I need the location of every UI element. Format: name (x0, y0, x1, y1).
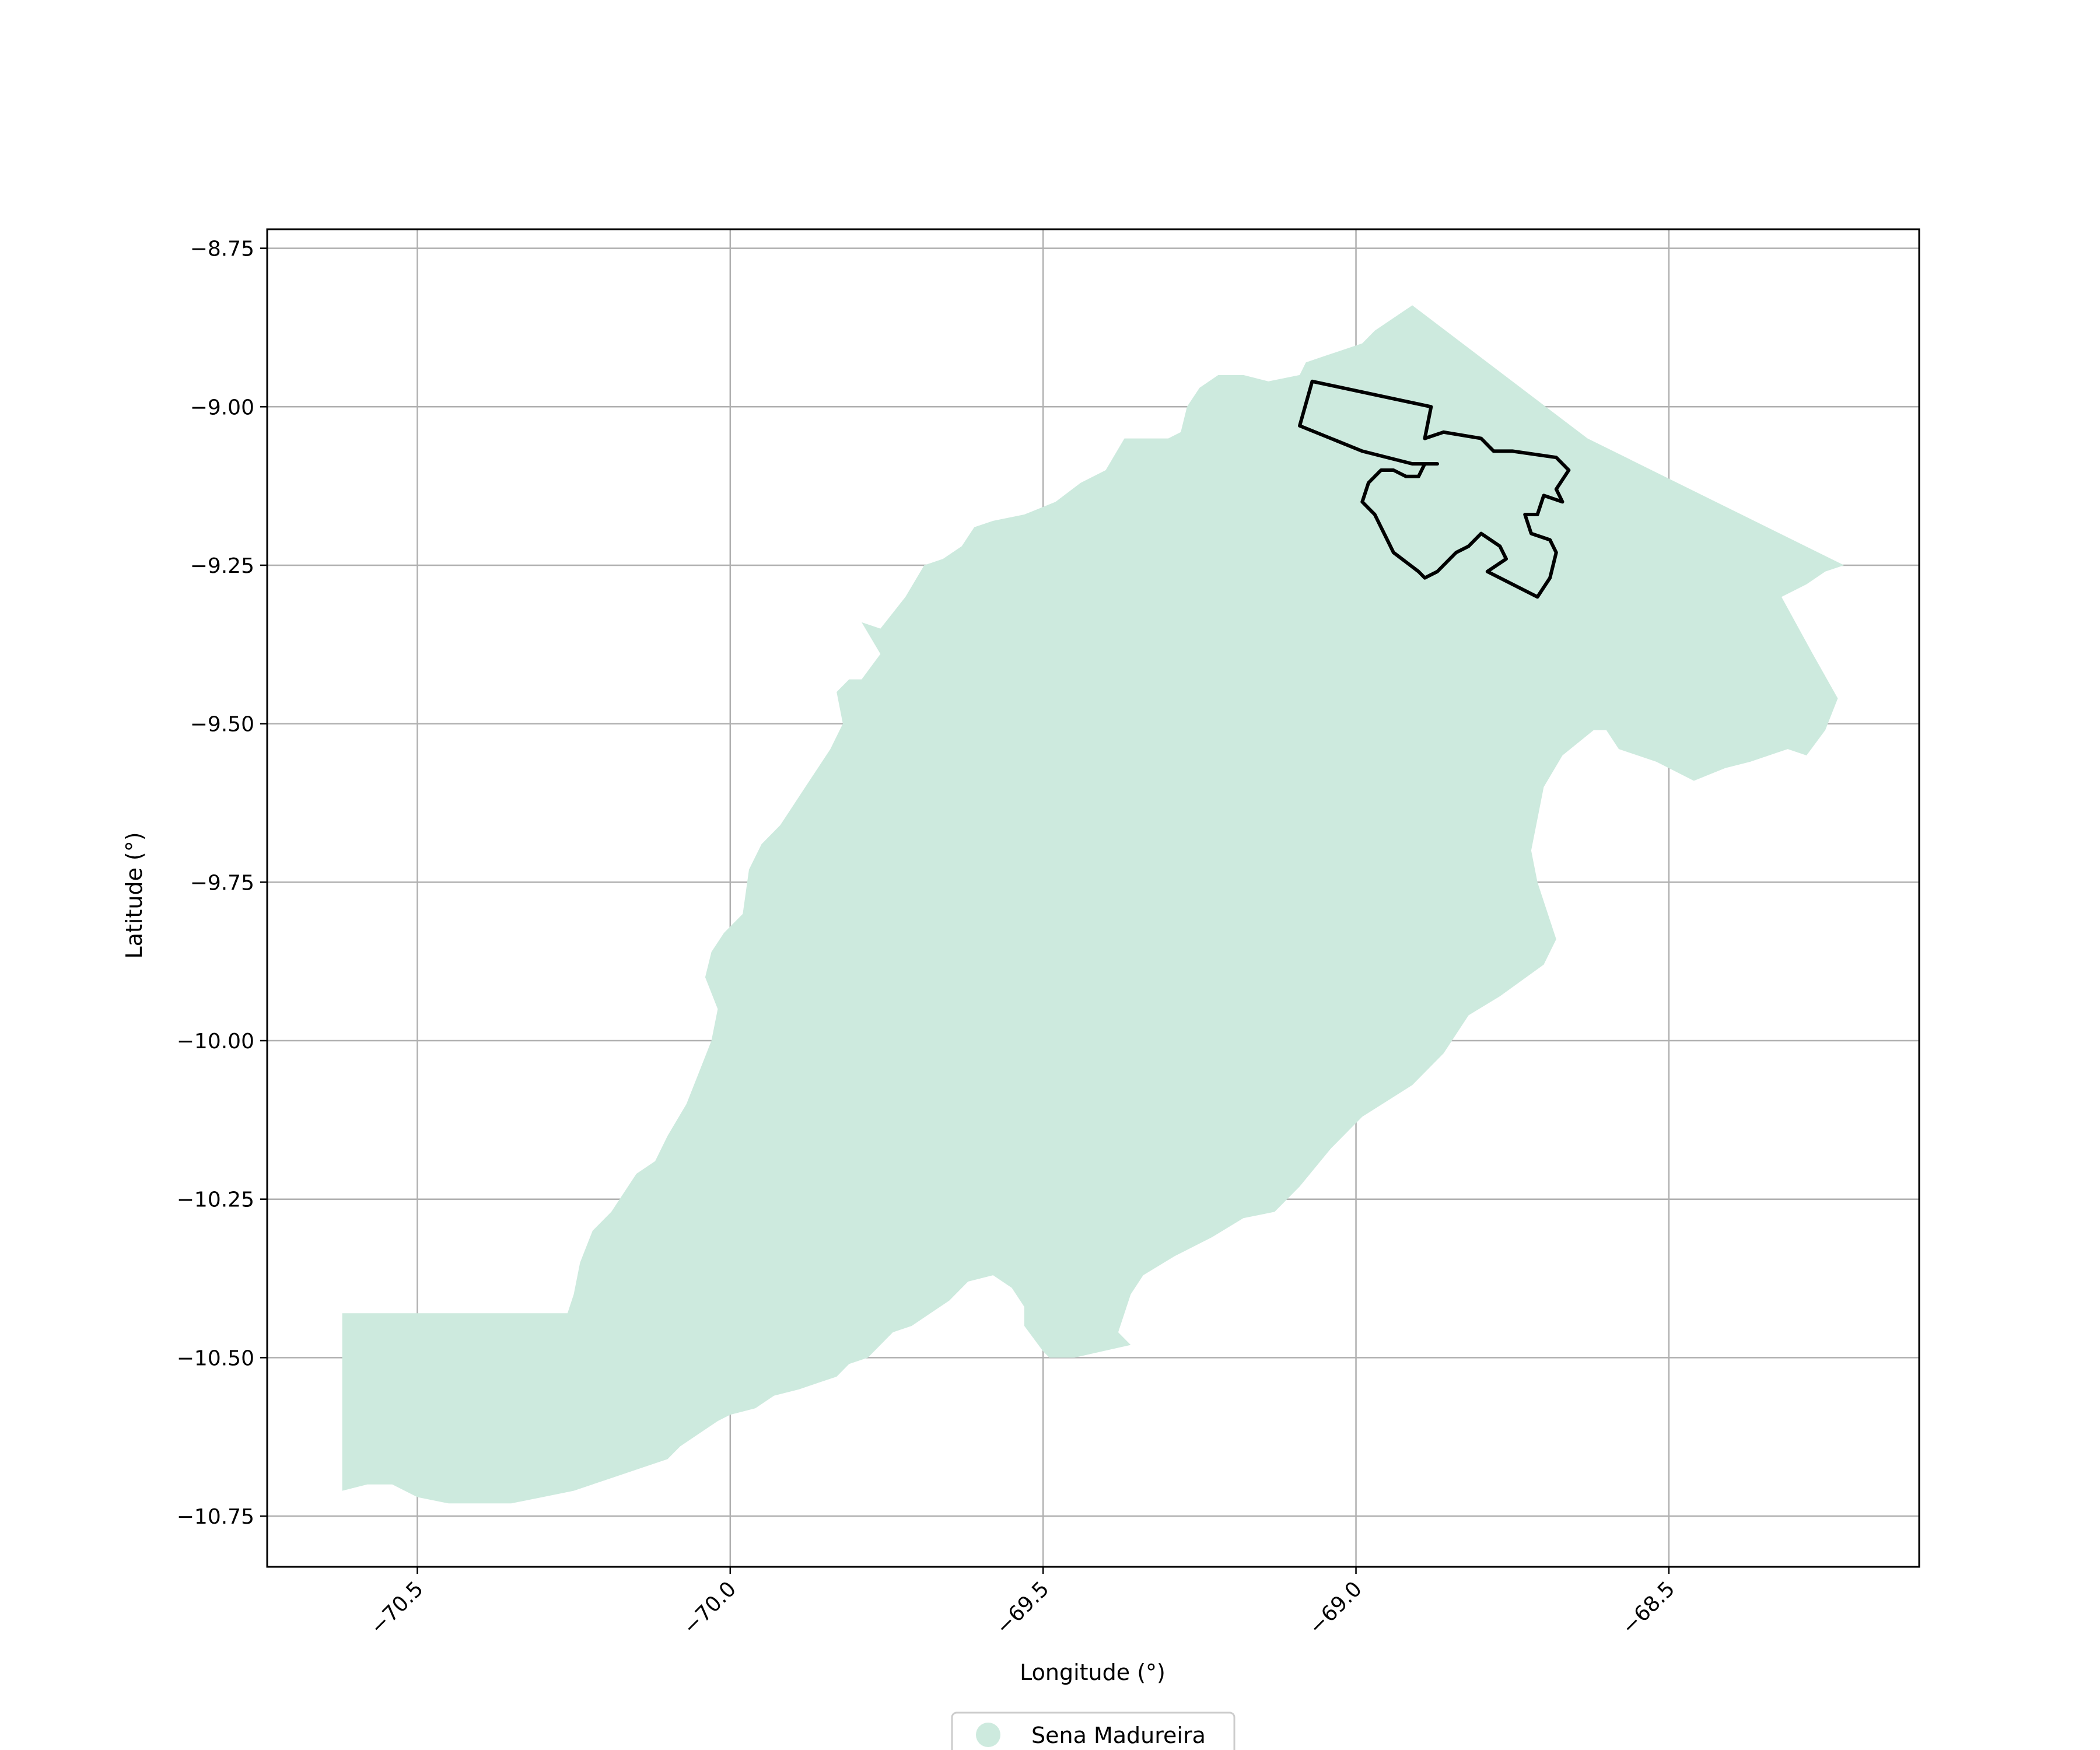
y-tick-label-4: −9.75 (190, 871, 254, 895)
y-tick-label-0: −8.75 (190, 237, 254, 261)
y-tick-label-7: −10.50 (177, 1346, 254, 1370)
y-tick-label-2: −9.25 (190, 554, 254, 578)
legend-label: Sena Madureira (1031, 1723, 1206, 1748)
y-tick-label-6: −10.25 (177, 1188, 254, 1212)
y-tick-label-8: −10.75 (177, 1505, 254, 1529)
x-axis-label: Longitude (°) (1020, 1660, 1166, 1685)
legend: Sena Madureira (951, 1712, 1236, 1750)
outline-polygon (1298, 379, 1571, 599)
region-sena-madureira (342, 305, 1845, 1504)
y-axis-label: Latitude (°) (121, 832, 147, 958)
legend-box (951, 1712, 1236, 1750)
y-tick-label-3: −9.50 (190, 713, 254, 737)
legend-swatch (976, 1723, 1000, 1747)
plot-frame (266, 228, 1920, 1568)
y-tick-label-1: −9.00 (190, 396, 254, 419)
y-axis-ticks: −8.75 −9.00 −9.25 −9.50 −9.75 −10.00 −10.25 −10… (177, 237, 267, 1529)
y-tick-label-5: −10.00 (177, 1030, 254, 1054)
